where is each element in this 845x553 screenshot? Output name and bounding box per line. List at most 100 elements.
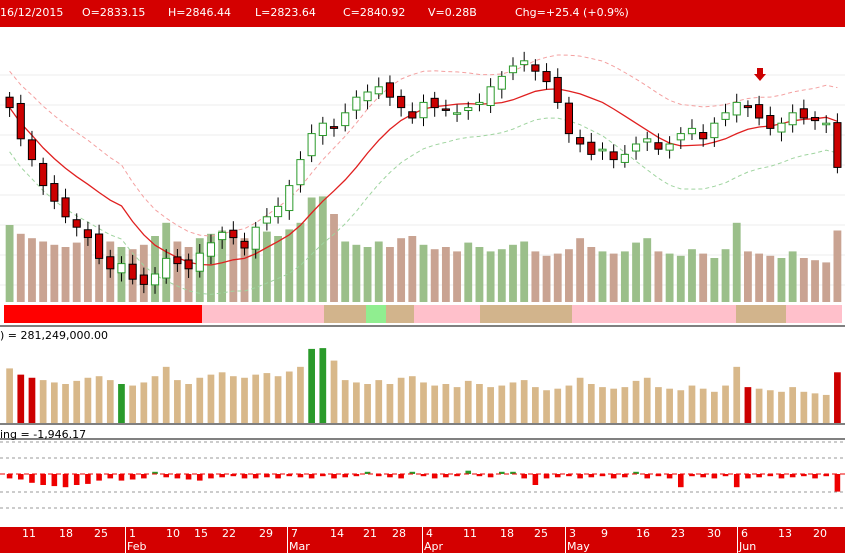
indicator-bar-58 — [655, 474, 662, 477]
volume-bar-16 — [185, 384, 192, 423]
volume-bar-bg-55 — [620, 251, 629, 302]
volume-bar-bg-67 — [755, 253, 764, 302]
volume-bar-bg-35 — [397, 238, 406, 302]
indicator-bar-72 — [812, 474, 818, 479]
date-tick-9: 14 — [330, 527, 344, 540]
volume-bar-17 — [196, 377, 204, 423]
indicator-bar-11 — [129, 474, 136, 480]
volume-bar-26 — [297, 366, 304, 423]
volume-bar-37 — [420, 382, 427, 423]
indicator-bar-46 — [521, 474, 527, 479]
indicator-bar-35 — [398, 474, 404, 479]
volume-bar-58 — [655, 387, 662, 423]
candle-body-66 — [743, 105, 752, 109]
month-label-16: May — [567, 540, 590, 553]
date-tick-23: 20 — [813, 527, 827, 540]
volume-bar-bg-27 — [307, 197, 316, 302]
volume-bar-bg-47 — [531, 251, 540, 302]
date-tick-7: 29 — [259, 527, 273, 540]
month-divider-12 — [422, 527, 423, 553]
volume-bar-7 — [84, 377, 92, 423]
volume-bar-bg-69 — [777, 258, 786, 302]
candle-body-29 — [329, 126, 339, 129]
volume-bar-14 — [162, 366, 170, 423]
date-tick-8: 7 — [291, 527, 298, 540]
volume-bar-bg-1 — [16, 233, 25, 302]
indicator-bar-4 — [51, 474, 58, 487]
candle-body-26 — [296, 159, 305, 186]
volume-bar-bg-28 — [318, 196, 327, 302]
indicator-bar-57 — [644, 474, 651, 479]
candle-body-55 — [620, 153, 629, 163]
candle-body-18 — [206, 242, 216, 257]
candle-body-50 — [564, 102, 574, 135]
volume-bar-49 — [554, 388, 562, 423]
volume-bar-10 — [118, 384, 125, 423]
indicator-bar-21 — [241, 474, 248, 479]
volume-bar-bg-18 — [207, 233, 215, 302]
volume-bar-bg-44 — [497, 249, 506, 302]
month-label-3: Feb — [127, 540, 147, 553]
indicator-bar-52 — [588, 474, 595, 478]
candle-body-62 — [699, 132, 708, 140]
volume-bar-54 — [610, 388, 618, 423]
volume-bar-11 — [129, 385, 137, 423]
date-axis-bar: 11 18 25 1 Feb 10 15 22 29 7 Mar 14 21 28 4 Apr 11 18 25 3 M… — [0, 527, 845, 553]
volume-bar-67 — [755, 388, 763, 423]
volume-bar-bg-65 — [732, 222, 741, 302]
indicator-bar-5 — [62, 474, 69, 488]
volume-bar-bg-41 — [464, 242, 473, 302]
candle-body-7 — [83, 229, 92, 239]
trend-strip-segment-0 — [4, 305, 202, 323]
candle-body-38 — [430, 97, 439, 109]
candle-body-34 — [385, 82, 395, 98]
volume-bar-36 — [408, 376, 416, 423]
volume-bar-bg-21 — [240, 238, 249, 302]
volume-bar-21 — [241, 377, 248, 423]
indicator-bar-54 — [610, 474, 617, 479]
date-tick-5: 15 — [194, 527, 208, 540]
date-tick-6: 22 — [222, 527, 236, 540]
volume-bar-0 — [6, 368, 13, 423]
indicator-bar-62 — [700, 474, 706, 478]
volume-bar-62 — [699, 388, 707, 423]
candle-body-72 — [810, 116, 820, 122]
trend-strip-segment-3 — [366, 305, 386, 323]
volume-bar-bg-54 — [609, 253, 618, 302]
lower-band-line — [9, 117, 838, 295]
volume-bar-bg-23 — [262, 231, 271, 302]
volume-bar-bg-52 — [587, 247, 596, 302]
candle-body-9 — [106, 256, 115, 270]
volume-bar-bg-31 — [352, 244, 361, 302]
indicator-bar-69 — [778, 474, 785, 479]
indicator-bar-23 — [264, 474, 270, 478]
volume-bar-bg-70 — [788, 251, 797, 302]
month-label-12: Apr — [424, 540, 444, 553]
volume-bar-bg-20 — [229, 236, 238, 302]
indicator-bar-33 — [375, 474, 382, 477]
candle-body-48 — [542, 71, 551, 83]
candle-body-68 — [766, 115, 775, 129]
candle-body-51 — [576, 137, 585, 145]
header-change: Chg=+25.4 (+0.9%) — [515, 6, 629, 19]
volume-bar-bg-38 — [430, 249, 439, 302]
month-label-21: Jun — [739, 540, 757, 553]
volume-bar-18 — [207, 374, 215, 423]
volume-bar-bg-33 — [374, 241, 383, 302]
date-tick-17: 9 — [601, 527, 608, 540]
candle-body-60 — [676, 133, 685, 141]
candle-body-10 — [117, 263, 126, 274]
volume-bar-bg-29 — [330, 214, 338, 302]
volume-bar-bg-73 — [822, 262, 831, 302]
indicator-bar-53 — [599, 474, 606, 477]
candle-body-21 — [240, 240, 249, 249]
volume-bar-27 — [308, 348, 315, 423]
candle-body-27 — [307, 133, 316, 157]
indicator-bar-37 — [420, 474, 427, 477]
candle-body-45 — [508, 65, 518, 74]
candle-body-30 — [341, 112, 350, 127]
volume-bar-bg-0 — [5, 225, 14, 302]
candle-body-67 — [755, 104, 764, 119]
volume-bar-68 — [766, 390, 774, 423]
